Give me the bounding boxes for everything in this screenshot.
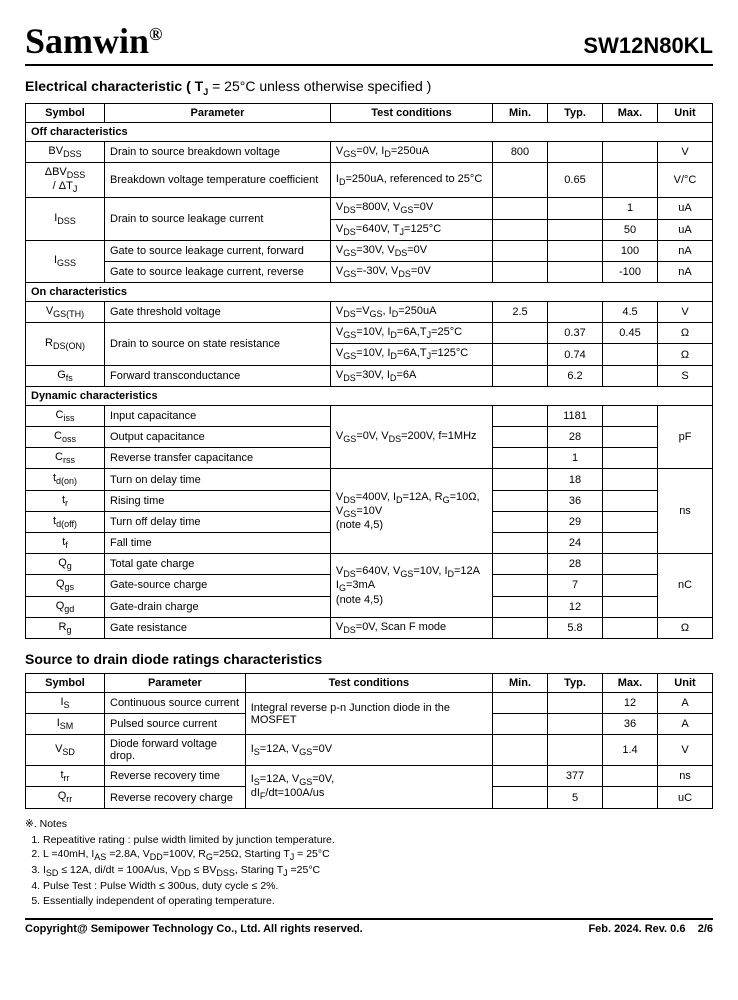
off-char-hdr: Off characteristics bbox=[26, 122, 713, 141]
diode-table: SymbolParameterTest conditions Min.Typ.M… bbox=[25, 673, 713, 809]
table-row: RgGate resistanceVDS=0V, Scan F mode5.8Ω bbox=[26, 617, 713, 638]
on-char-hdr: On characteristics bbox=[26, 283, 713, 302]
note-item: ISD ≤ 12A, di/dt = 100A/us, VDD ≤ BVDSS,… bbox=[43, 863, 713, 879]
table-row: trrReverse recovery timeIS=12A, VGS=0V,d… bbox=[26, 766, 713, 787]
table-row: IGSSGate to source leakage current, forw… bbox=[26, 240, 713, 261]
page-footer: Copyright@ Semipower Technology Co., Ltd… bbox=[25, 918, 713, 935]
notes: ※. Notes Repeatitive rating : pulse widt… bbox=[25, 817, 713, 908]
copyright: Copyright@ Semipower Technology Co., Ltd… bbox=[25, 923, 363, 935]
table-row: CissInput capacitanceVGS=0V, VDS=200V, f… bbox=[26, 405, 713, 426]
diode-title: Source to drain diode ratings characteri… bbox=[25, 651, 713, 667]
dyn-char-hdr: Dynamic characteristics bbox=[26, 386, 713, 405]
page-number: 2/6 bbox=[698, 923, 713, 935]
part-number: SW12N80KL bbox=[583, 33, 713, 59]
table-header-row: SymbolParameterTest conditions Min.Typ.M… bbox=[26, 103, 713, 122]
table-row: VSDDiode forward voltage drop.IS=12A, VG… bbox=[26, 735, 713, 766]
brand-logo: Samwin® bbox=[25, 20, 162, 62]
table-row: Gate to source leakage current, reverseV… bbox=[26, 261, 713, 282]
ec-title: Electrical characteristic ( TJ = 25°C un… bbox=[25, 78, 713, 97]
table-row: VGS(TH)Gate threshold voltageVDS=VGS, ID… bbox=[26, 302, 713, 323]
note-item: L =40mH, IAS =2.8A, VDD=100V, RG=25Ω, St… bbox=[43, 847, 713, 863]
revision: Feb. 2024. Rev. 0.6 bbox=[588, 923, 685, 935]
table-row: ISContinuous source currentIntegral reve… bbox=[26, 692, 713, 713]
electrical-table: SymbolParameterTest conditions Min.Typ.M… bbox=[25, 103, 713, 639]
note-item: Pulse Test : Pulse Width ≤ 300us, duty c… bbox=[43, 879, 713, 893]
table-row: QgTotal gate chargeVDS=640V, VGS=10V, ID… bbox=[26, 554, 713, 575]
table-row: GfsForward transconductanceVDS=30V, ID=6… bbox=[26, 365, 713, 386]
table-row: td(on)Turn on delay timeVDS=400V, ID=12A… bbox=[26, 469, 713, 490]
table-row: BVDSSDrain to source breakdown voltageVG… bbox=[26, 141, 713, 162]
note-item: Essentially independent of operating tem… bbox=[43, 894, 713, 908]
page-header: Samwin® SW12N80KL bbox=[25, 20, 713, 66]
table-row: IDSSDrain to source leakage currentVDS=8… bbox=[26, 198, 713, 219]
table-row: ΔBVDSS/ ΔTJBreakdown voltage temperature… bbox=[26, 162, 713, 197]
table-row: RDS(ON)Drain to source on state resistan… bbox=[26, 323, 713, 344]
table-header-row: SymbolParameterTest conditions Min.Typ.M… bbox=[26, 673, 713, 692]
note-item: Repeatitive rating : pulse width limited… bbox=[43, 833, 713, 847]
